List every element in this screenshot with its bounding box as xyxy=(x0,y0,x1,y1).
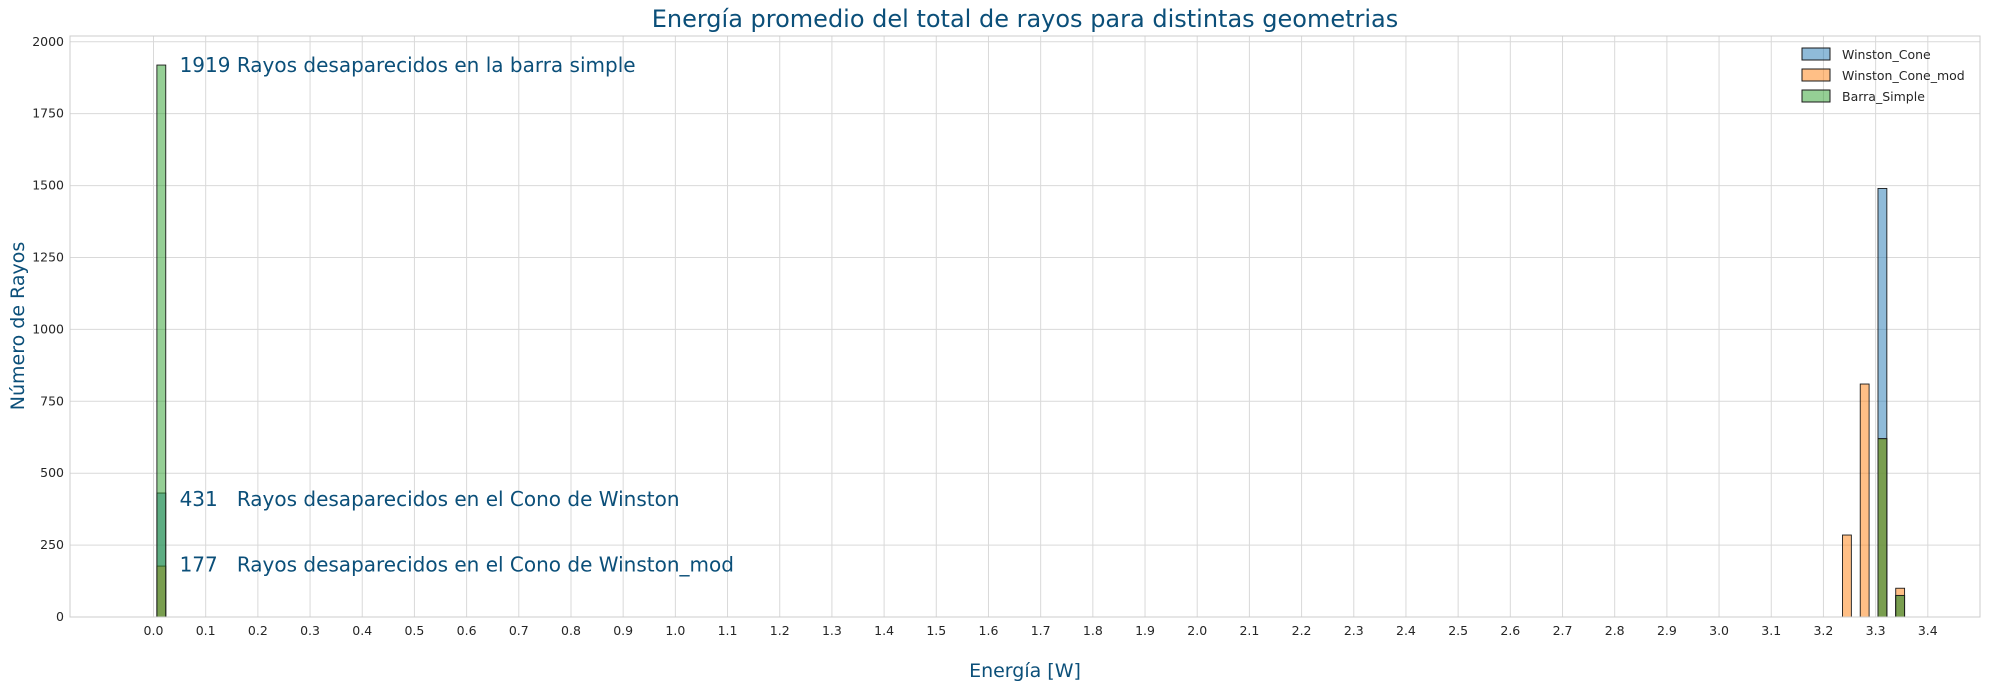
x-tick-label: 2.9 xyxy=(1657,623,1677,638)
x-tick-label: 1.4 xyxy=(874,623,894,638)
x-tick-label: 1.9 xyxy=(1135,623,1155,638)
y-tick-label: 0 xyxy=(56,609,64,624)
x-tick-label: 1.6 xyxy=(979,623,999,638)
x-tick-label: 1.5 xyxy=(926,623,946,638)
bar-winston-cone-mod xyxy=(1859,383,1870,618)
x-tick-label: 2.7 xyxy=(1553,623,1573,638)
x-tick-label: 3.0 xyxy=(1709,623,1729,638)
y-tick-label: 2000 xyxy=(32,34,64,49)
x-tick-label: 1.1 xyxy=(718,623,738,638)
x-tick-label: 3.1 xyxy=(1761,623,1781,638)
bars xyxy=(156,64,1906,618)
x-tick-label: 3.4 xyxy=(1918,623,1938,638)
y-tick-label: 1250 xyxy=(32,249,64,264)
legend-swatch xyxy=(1801,47,1831,61)
y-tick-label: 250 xyxy=(40,537,64,552)
x-tick-label: 0.1 xyxy=(196,623,216,638)
x-tick-label: 3.3 xyxy=(1866,623,1886,638)
x-tick-label: 2.8 xyxy=(1605,623,1625,638)
chart-title: Energía promedio del total de rayos para… xyxy=(652,5,1399,33)
x-tick-label: 2.0 xyxy=(1187,623,1207,638)
y-tick-label: 500 xyxy=(40,465,64,480)
x-tick-label: 2.3 xyxy=(1344,623,1364,638)
x-tick-label: 2.4 xyxy=(1396,623,1416,638)
x-tick-label: 0.6 xyxy=(457,623,477,638)
x-tick-label: 0.7 xyxy=(509,623,529,638)
y-axis-label: Número de Rayos xyxy=(7,242,29,411)
annotation-text: 431 Rayos desaparecidos en el Cono de Wi… xyxy=(180,487,680,511)
plot-frame xyxy=(69,35,1981,618)
annotation-text: 1919 Rayos desaparecidos en la barra sim… xyxy=(180,53,636,77)
bar-barra-simple xyxy=(1895,594,1906,618)
x-tick-label: 1.0 xyxy=(665,623,685,638)
grid xyxy=(70,36,1980,618)
bar-barra-simple xyxy=(156,64,167,618)
y-tick-label: 1000 xyxy=(32,321,64,336)
x-tick-label: 1.8 xyxy=(1083,623,1103,638)
x-tick-label: 1.2 xyxy=(770,623,790,638)
y-tick-label: 750 xyxy=(40,393,64,408)
x-tick-label: 0.8 xyxy=(561,623,581,638)
x-axis-label: Energía [W] xyxy=(969,660,1081,682)
legend-label: Winston_Cone_mod xyxy=(1842,68,1965,83)
legend-swatch xyxy=(1801,89,1831,103)
bar-barra-simple xyxy=(1877,438,1888,618)
x-tick-label: 2.1 xyxy=(1239,623,1259,638)
x-tick-label: 0.4 xyxy=(352,623,372,638)
annotation-text: 177 Rayos desaparecidos en el Cono de Wi… xyxy=(180,552,734,576)
y-tick-label: 1500 xyxy=(32,178,64,193)
x-tick-label: 3.2 xyxy=(1813,623,1833,638)
x-tick-label: 0.9 xyxy=(613,623,633,638)
x-tick-label: 2.6 xyxy=(1500,623,1520,638)
bar-winston-cone-mod xyxy=(1842,534,1852,618)
axis-ticks: 0.0 0.1 0.2 0.3 0.4 0.5 0.6 0.7 0.8 0.9 1.0 1.1 1.2 1… xyxy=(32,34,1938,638)
x-tick-label: 1.7 xyxy=(1031,623,1051,638)
legend-swatch xyxy=(1801,68,1831,82)
legend-label: Barra_Simple xyxy=(1842,89,1925,104)
x-tick-label: 0.2 xyxy=(248,623,268,638)
x-tick-label: 0.5 xyxy=(404,623,424,638)
legend-label: Winston_Cone xyxy=(1842,47,1931,62)
x-tick-label: 2.5 xyxy=(1448,623,1468,638)
legend: Winston_Cone Winston_Cone_mod Barra_Simple xyxy=(1801,47,1965,104)
annotations: 1919 Rayos desaparecidos en la barra sim… xyxy=(180,53,734,576)
x-tick-label: 0.0 xyxy=(144,623,164,638)
x-tick-label: 1.3 xyxy=(822,623,842,638)
x-tick-label: 0.3 xyxy=(300,623,320,638)
y-tick-label: 1750 xyxy=(32,106,64,121)
x-tick-label: 2.2 xyxy=(1292,623,1312,638)
